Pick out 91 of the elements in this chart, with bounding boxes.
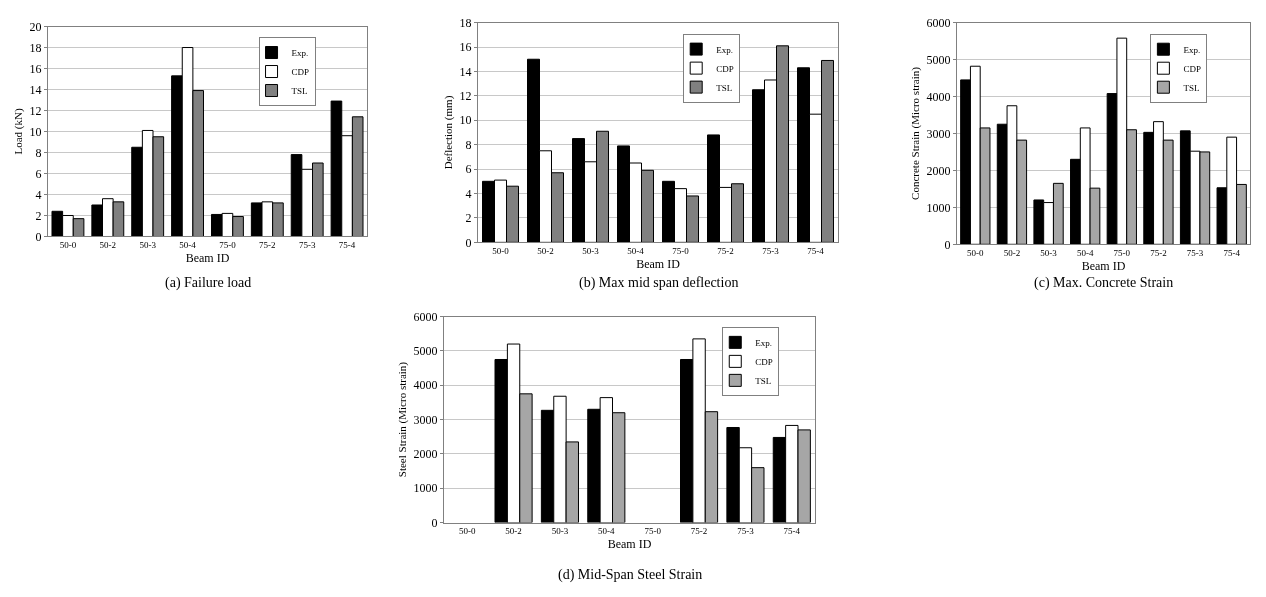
y-tick-label: 6000 bbox=[926, 15, 951, 30]
y-tick-label: 0 bbox=[944, 237, 951, 252]
y-tick-label: 8 bbox=[35, 145, 42, 160]
y-axis-title: Steel Strain (Micro strain) bbox=[396, 361, 410, 478]
y-tick-label: 0 bbox=[465, 235, 472, 250]
y-axis-title: Load (kN) bbox=[12, 108, 26, 155]
legend-label: CDP bbox=[291, 67, 310, 78]
y-tick-label: 4 bbox=[465, 186, 472, 201]
x-tick-label: 75-3 bbox=[762, 246, 780, 257]
y-tick-label: 1000 bbox=[926, 200, 951, 215]
y-tick-label: 16 bbox=[459, 40, 472, 55]
x-tick-label: 75-0 bbox=[1113, 248, 1131, 259]
y-tick-label: 5000 bbox=[413, 344, 438, 359]
x-tick-label: 50-2 bbox=[1003, 248, 1021, 259]
y-tick-label: 6 bbox=[465, 162, 472, 177]
y-axis-title: Concrete Strain (Micro strain) bbox=[909, 66, 923, 200]
y-tick-label: 4000 bbox=[413, 378, 438, 393]
y-tick-label: 18 bbox=[29, 40, 42, 55]
legend-label: TSL bbox=[755, 375, 772, 386]
legend-label: Exp. bbox=[716, 44, 733, 55]
x-tick-label: 75-4 bbox=[783, 526, 801, 537]
legend-label: CDP bbox=[1183, 63, 1201, 74]
y-tick-label: 1000 bbox=[413, 481, 438, 496]
y-tick-label: 4000 bbox=[926, 89, 951, 104]
legend-label: Exp. bbox=[291, 48, 309, 59]
x-axis-title: Beam ID bbox=[185, 251, 230, 266]
x-axis-title: Beam ID bbox=[607, 537, 652, 552]
x-tick-label: 75-2 bbox=[259, 240, 276, 251]
x-tick-label: 50-2 bbox=[537, 246, 554, 257]
y-tick-label: 16 bbox=[29, 61, 42, 76]
x-tick-label: 75-0 bbox=[644, 526, 662, 537]
y-tick-label: 0 bbox=[431, 515, 438, 530]
legend-label: Exp. bbox=[1183, 44, 1201, 55]
y-tick-label: 14 bbox=[459, 64, 472, 79]
legend-label: CDP bbox=[755, 356, 773, 367]
y-tick-label: 2000 bbox=[926, 163, 951, 178]
x-tick-label: 50-3 bbox=[582, 246, 600, 257]
x-tick-label: 50-4 bbox=[627, 246, 645, 257]
x-axis-title: Beam ID bbox=[1081, 259, 1126, 273]
x-tick-label: 50-0 bbox=[59, 240, 77, 251]
text: (c) Max. Concrete Strain bbox=[1034, 275, 1174, 291]
y-tick-label: 14 bbox=[29, 82, 42, 97]
x-tick-label: 75-0 bbox=[672, 246, 690, 257]
x-axis-title: Beam ID bbox=[636, 257, 681, 272]
y-tick-label: 20 bbox=[29, 19, 42, 34]
text: (b) Max mid span deflection bbox=[579, 275, 739, 291]
y-axis-title: Deflection (mm) bbox=[442, 95, 456, 170]
x-tick-label: 50-3 bbox=[551, 526, 569, 537]
x-tick-label: 50-0 bbox=[458, 526, 476, 537]
text: (a) Failure load bbox=[165, 275, 252, 291]
y-tick-label: 2000 bbox=[413, 447, 438, 462]
x-tick-label: 50-0 bbox=[492, 246, 510, 257]
y-tick-label: 6000 bbox=[413, 309, 438, 324]
y-tick-label: 2 bbox=[465, 211, 472, 226]
legend-label: Exp. bbox=[755, 337, 772, 348]
x-tick-label: 75-2 bbox=[717, 246, 734, 257]
x-tick-label: 75-3 bbox=[1186, 248, 1204, 259]
x-tick-label: 50-2 bbox=[99, 240, 117, 251]
x-tick-label: 50-4 bbox=[598, 526, 616, 537]
x-tick-label: 50-0 bbox=[967, 248, 985, 259]
x-tick-label: 75-0 bbox=[219, 240, 237, 251]
legend-label: TSL bbox=[716, 82, 733, 93]
legend-label: TSL bbox=[291, 86, 308, 97]
x-tick-label: 75-3 bbox=[298, 240, 316, 251]
x-tick-label: 75-2 bbox=[690, 526, 708, 537]
legend-label: TSL bbox=[1183, 82, 1200, 93]
y-tick-label: 18 bbox=[459, 15, 472, 30]
y-tick-label: 12 bbox=[29, 103, 42, 118]
x-tick-label: 50-4 bbox=[1076, 248, 1094, 259]
x-tick-label: 75-4 bbox=[807, 246, 825, 257]
x-tick-label: 75-3 bbox=[737, 526, 755, 537]
y-tick-label: 3000 bbox=[413, 412, 438, 427]
y-tick-label: 12 bbox=[459, 89, 472, 104]
y-tick-label: 3000 bbox=[926, 126, 951, 141]
x-tick-label: 75-4 bbox=[1223, 248, 1241, 259]
text: (d) Mid-Span Steel Strain bbox=[558, 567, 703, 583]
y-tick-label: 5000 bbox=[926, 52, 951, 67]
x-tick-label: 75-4 bbox=[338, 240, 356, 251]
y-tick-label: 8 bbox=[465, 137, 472, 152]
y-tick-label: 2 bbox=[35, 208, 42, 223]
x-tick-label: 50-3 bbox=[1040, 248, 1058, 259]
x-tick-label: 75-2 bbox=[1150, 248, 1167, 259]
x-tick-label: 50-4 bbox=[179, 240, 197, 251]
x-tick-label: 50-3 bbox=[139, 240, 157, 251]
x-tick-label: 50-2 bbox=[505, 526, 522, 537]
y-tick-label: 10 bbox=[459, 113, 472, 128]
y-tick-label: 0 bbox=[35, 229, 42, 244]
y-tick-label: 4 bbox=[35, 187, 42, 202]
y-tick-label: 6 bbox=[35, 166, 42, 181]
legend-label: CDP bbox=[716, 63, 734, 74]
y-tick-label: 10 bbox=[29, 124, 42, 139]
